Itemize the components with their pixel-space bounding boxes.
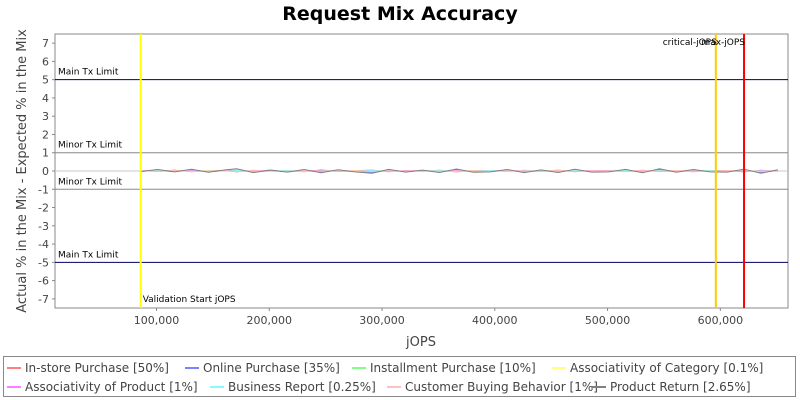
- marker-label: max-jOPS: [701, 38, 745, 48]
- legend-label: Associativity of Product [1%]: [25, 380, 198, 394]
- request-mix-chart: Request Mix Accuracy 7 6 5 4 3 2 1 0 -1 -2 -3 -4 -5 -…: [15, 3, 789, 350]
- legend-swatch: [387, 386, 401, 388]
- y-tick-label: -6: [38, 275, 49, 288]
- marker-label: Validation Start jOPS: [143, 295, 236, 305]
- limit-lines: Main Tx Limit Minor Tx Limit Minor Tx Limi…: [55, 68, 788, 263]
- y-tick-label: 5: [42, 74, 49, 87]
- y-axis-label: Actual % in the Mix - Expected % in the …: [15, 29, 30, 313]
- y-axis-ticks: 7 6 5 4 3 2 1 0 -1 -2 -3 -4 -5 -6 -7: [38, 37, 55, 306]
- x-axis-label: jOPS: [405, 335, 436, 350]
- x-axis-ticks: 100,000 200,000 300,000 400,000 500,000 600,0…: [134, 308, 743, 327]
- legend-item: Business Report [0.25%]: [210, 378, 376, 396]
- y-tick-label: 1: [42, 147, 49, 160]
- y-tick-label: 6: [42, 55, 49, 68]
- y-tick-label: -2: [38, 202, 49, 215]
- legend-swatch: [7, 386, 21, 388]
- x-tick-label: 400,000: [472, 314, 518, 327]
- y-tick-label: -1: [38, 183, 49, 196]
- limit-line-label: Minor Tx Limit: [58, 177, 123, 187]
- y-tick-label: -3: [38, 220, 49, 233]
- x-tick-label: 500,000: [585, 314, 631, 327]
- legend-item: Online Purchase [35%]: [185, 359, 340, 377]
- limit-line-label: Main Tx Limit: [58, 68, 119, 78]
- y-tick-label: -7: [38, 293, 49, 306]
- x-tick-label: 300,000: [359, 314, 405, 327]
- chart-title: Request Mix Accuracy: [282, 3, 518, 25]
- y-tick-label: -5: [38, 256, 49, 269]
- legend-label: Online Purchase [35%]: [203, 361, 340, 375]
- legend-swatch: [352, 367, 366, 369]
- y-tick-label: 4: [42, 92, 49, 105]
- y-tick-label: 0: [42, 165, 49, 178]
- legend-item: Installment Purchase [10%]: [352, 359, 536, 377]
- legend-label: Customer Buying Behavior [1%]: [405, 380, 598, 394]
- x-tick-label: 200,000: [247, 314, 293, 327]
- legend-label: Product Return [2.65%]: [610, 380, 751, 394]
- legend-item: Product Return [2.65%]: [592, 378, 751, 396]
- legend-swatch: [185, 367, 199, 369]
- x-tick-label: 600,000: [698, 314, 744, 327]
- legend-label: Associativity of Category [0.1%]: [570, 361, 764, 375]
- legend-item: Associativity of Product [1%]: [7, 378, 198, 396]
- series-lines: [140, 168, 779, 174]
- legend-item: In-store Purchase [50%]: [7, 359, 169, 377]
- legend-swatch: [552, 367, 566, 369]
- series-line: [140, 168, 779, 174]
- legend-item: Customer Buying Behavior [1%]: [387, 378, 598, 396]
- y-tick-label: 2: [42, 128, 49, 141]
- legend-swatch: [210, 386, 224, 388]
- legend-swatch: [592, 386, 606, 388]
- x-tick-label: 100,000: [134, 314, 180, 327]
- y-tick-label: 7: [42, 37, 49, 50]
- legend-label: In-store Purchase [50%]: [25, 361, 169, 375]
- legend-item: Associativity of Category [0.1%]: [552, 359, 763, 377]
- y-tick-label: 3: [42, 110, 49, 123]
- legend-label: Installment Purchase [10%]: [370, 361, 536, 375]
- limit-line-label: Minor Tx Limit: [58, 141, 123, 151]
- marker-label: critical-jOPS: [663, 38, 717, 48]
- legend-swatch: [7, 367, 21, 369]
- legend: In-store Purchase [50%] Online Purchase […: [3, 356, 796, 397]
- legend-label: Business Report [0.25%]: [228, 380, 376, 394]
- marker-lines: Validation Start jOPS critical-jOPSmax-jO…: [139, 34, 745, 308]
- limit-line-label: Main Tx Limit: [58, 250, 119, 260]
- y-tick-label: -4: [38, 238, 49, 251]
